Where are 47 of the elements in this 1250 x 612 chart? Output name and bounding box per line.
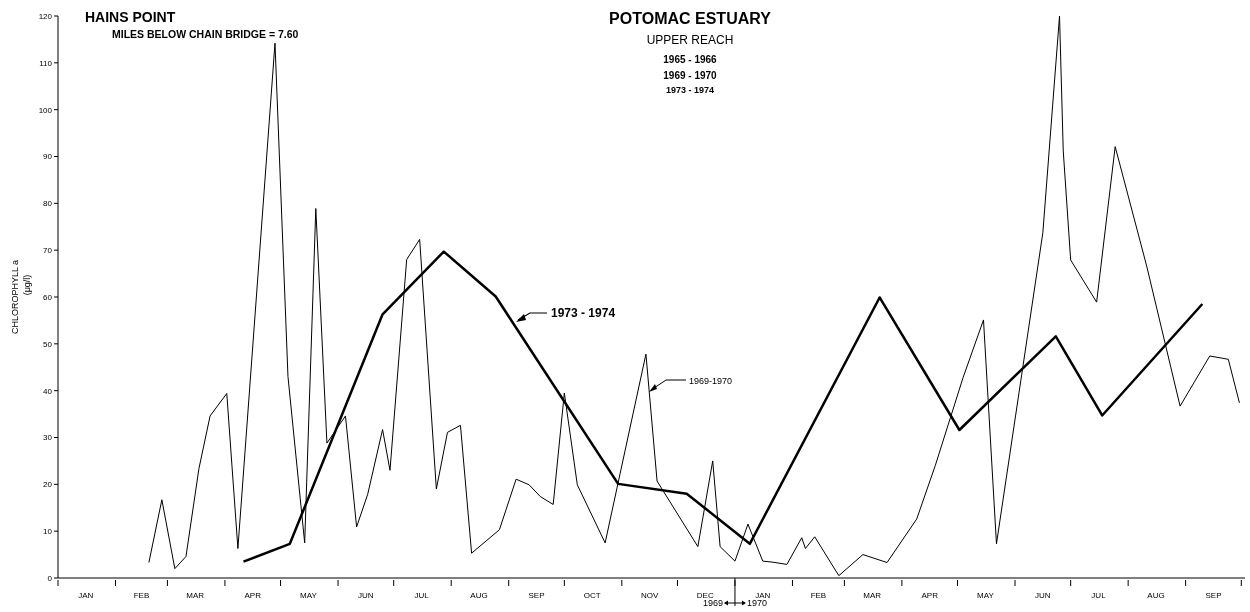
x-tick-label: JAN [755,591,771,600]
y-tick-label: 10 [43,527,53,537]
y-tick-label: 40 [43,386,53,396]
x-tick-label: JUL [1091,591,1107,600]
x-tick-label: MAR [186,591,205,600]
legend-label: 1969-1970 [689,376,733,386]
x-tick-label: MAY [300,591,318,600]
x-tick-label: DEC [696,591,714,600]
legend-label: 1973 - 1974 [551,306,616,320]
x-tick-label: JUN [1035,591,1051,600]
x-tick-label: MAY [976,591,995,600]
x-tick-label: AUG [1147,591,1165,600]
y-tick-label: 80 [43,199,53,209]
y-tick-label: 30 [43,433,53,443]
x-tick-label: JUN [358,591,374,600]
x-tick-label: SEP [528,591,545,600]
annotation: HAINS POINT [85,9,176,25]
x-tick-label: AUG [470,591,488,600]
annotation: 1969 - 1970 [663,70,718,81]
annotation: 1965 - 1966 [663,54,718,65]
x-tick-label: APR [921,591,939,600]
x-tick-label: FEB [133,591,150,600]
y-tick-label: 60 [43,292,53,302]
chart-title: POTOMAC ESTUARY [609,10,772,27]
annotation: MILES BELOW CHAIN BRIDGE = 7.60 [112,28,299,40]
y-tick-label: 90 [43,152,53,162]
x-tick-label: SEP [1205,591,1222,600]
x-tick-label: APR [244,591,262,600]
y-tick-label: 50 [43,339,53,349]
text: 1970 [746,598,767,608]
x-tick-label: MAR [863,591,882,600]
y-tick-label: 110 [39,58,53,68]
y-tick-label: 70 [43,246,53,256]
x-tick-label: JAN [78,591,94,600]
y-tick-label: 120 [38,11,53,21]
text: 1969 [702,598,723,608]
y-tick-label: 20 [43,480,53,490]
annotation: 1973 - 1974 [665,85,715,95]
x-tick-label: OCT [583,591,601,600]
x-tick-label: NOV [640,591,659,600]
y-tick-label: 0 [47,573,53,583]
y-axis-title: CHLOROPHYLL a (μg/l) [10,259,32,335]
x-tick-label: JUL [414,591,430,600]
line-series [242,250,1204,563]
y-tick-label: 100 [38,105,53,115]
x-tick-label: FEB [810,591,827,600]
text: UPPER REACH [646,33,734,47]
